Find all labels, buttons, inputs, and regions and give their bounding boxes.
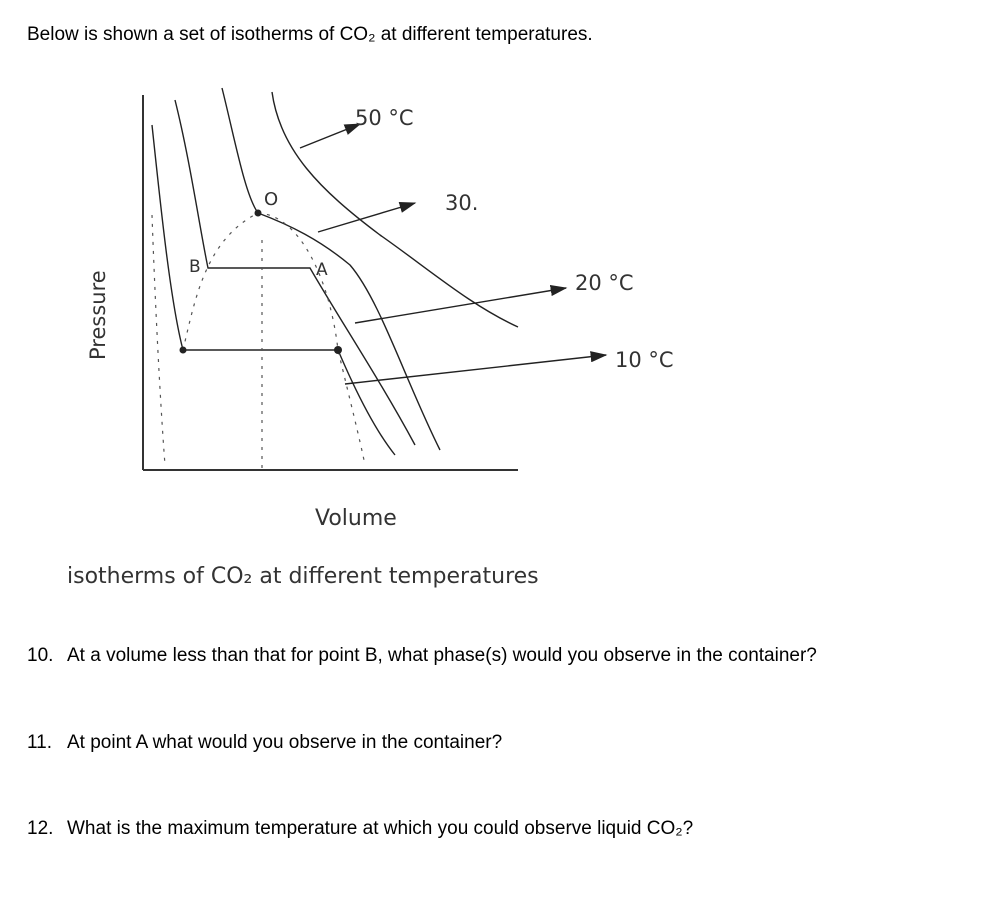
saturation-dome [182, 212, 366, 466]
temp-label: 50 °C [355, 106, 414, 130]
dotted-line [151, 214, 166, 466]
isotherm-20 [174, 99, 416, 446]
isotherm-30 [221, 87, 441, 451]
isotherm-diagram: 50 °C 30. 20 °C 10 °C O B A Pressure Vol… [67, 87, 674, 589]
question-number: 10. [27, 645, 54, 666]
point [334, 346, 342, 354]
isotherm-10 [151, 124, 396, 456]
point [254, 209, 262, 217]
arrow [344, 351, 608, 385]
intro-text: Below is shown a set of isotherms of CO₂… [27, 24, 593, 45]
x-axis-label: Volume [315, 506, 397, 531]
question: 10. At a volume less than that for point … [27, 645, 817, 667]
point [179, 346, 187, 354]
point-label: B [189, 257, 201, 277]
question: 11. At point A what would you observe in … [27, 732, 502, 754]
question: 12. What is the maximum temperature at wh… [27, 818, 693, 840]
temp-label: 30. [445, 191, 478, 215]
question-text: At point A what would you observe in the… [67, 732, 503, 753]
question-number: 12. [27, 818, 54, 839]
isotherm-50 [271, 91, 519, 328]
y-axis-label: Pressure [86, 270, 110, 360]
caption: isotherms of CO₂ at different temperatur… [67, 564, 539, 589]
arrow [299, 123, 362, 149]
temp-label: 10 °C [615, 348, 674, 372]
question-text: What is the maximum temperature at which… [67, 818, 694, 839]
arrow [354, 284, 568, 324]
question-text: At a volume less than that for point B, … [67, 645, 817, 666]
question-number: 11. [27, 732, 53, 753]
point-label: A [316, 260, 328, 280]
point-label: O [264, 189, 278, 210]
temp-label: 20 °C [575, 271, 634, 295]
arrow [317, 202, 417, 233]
